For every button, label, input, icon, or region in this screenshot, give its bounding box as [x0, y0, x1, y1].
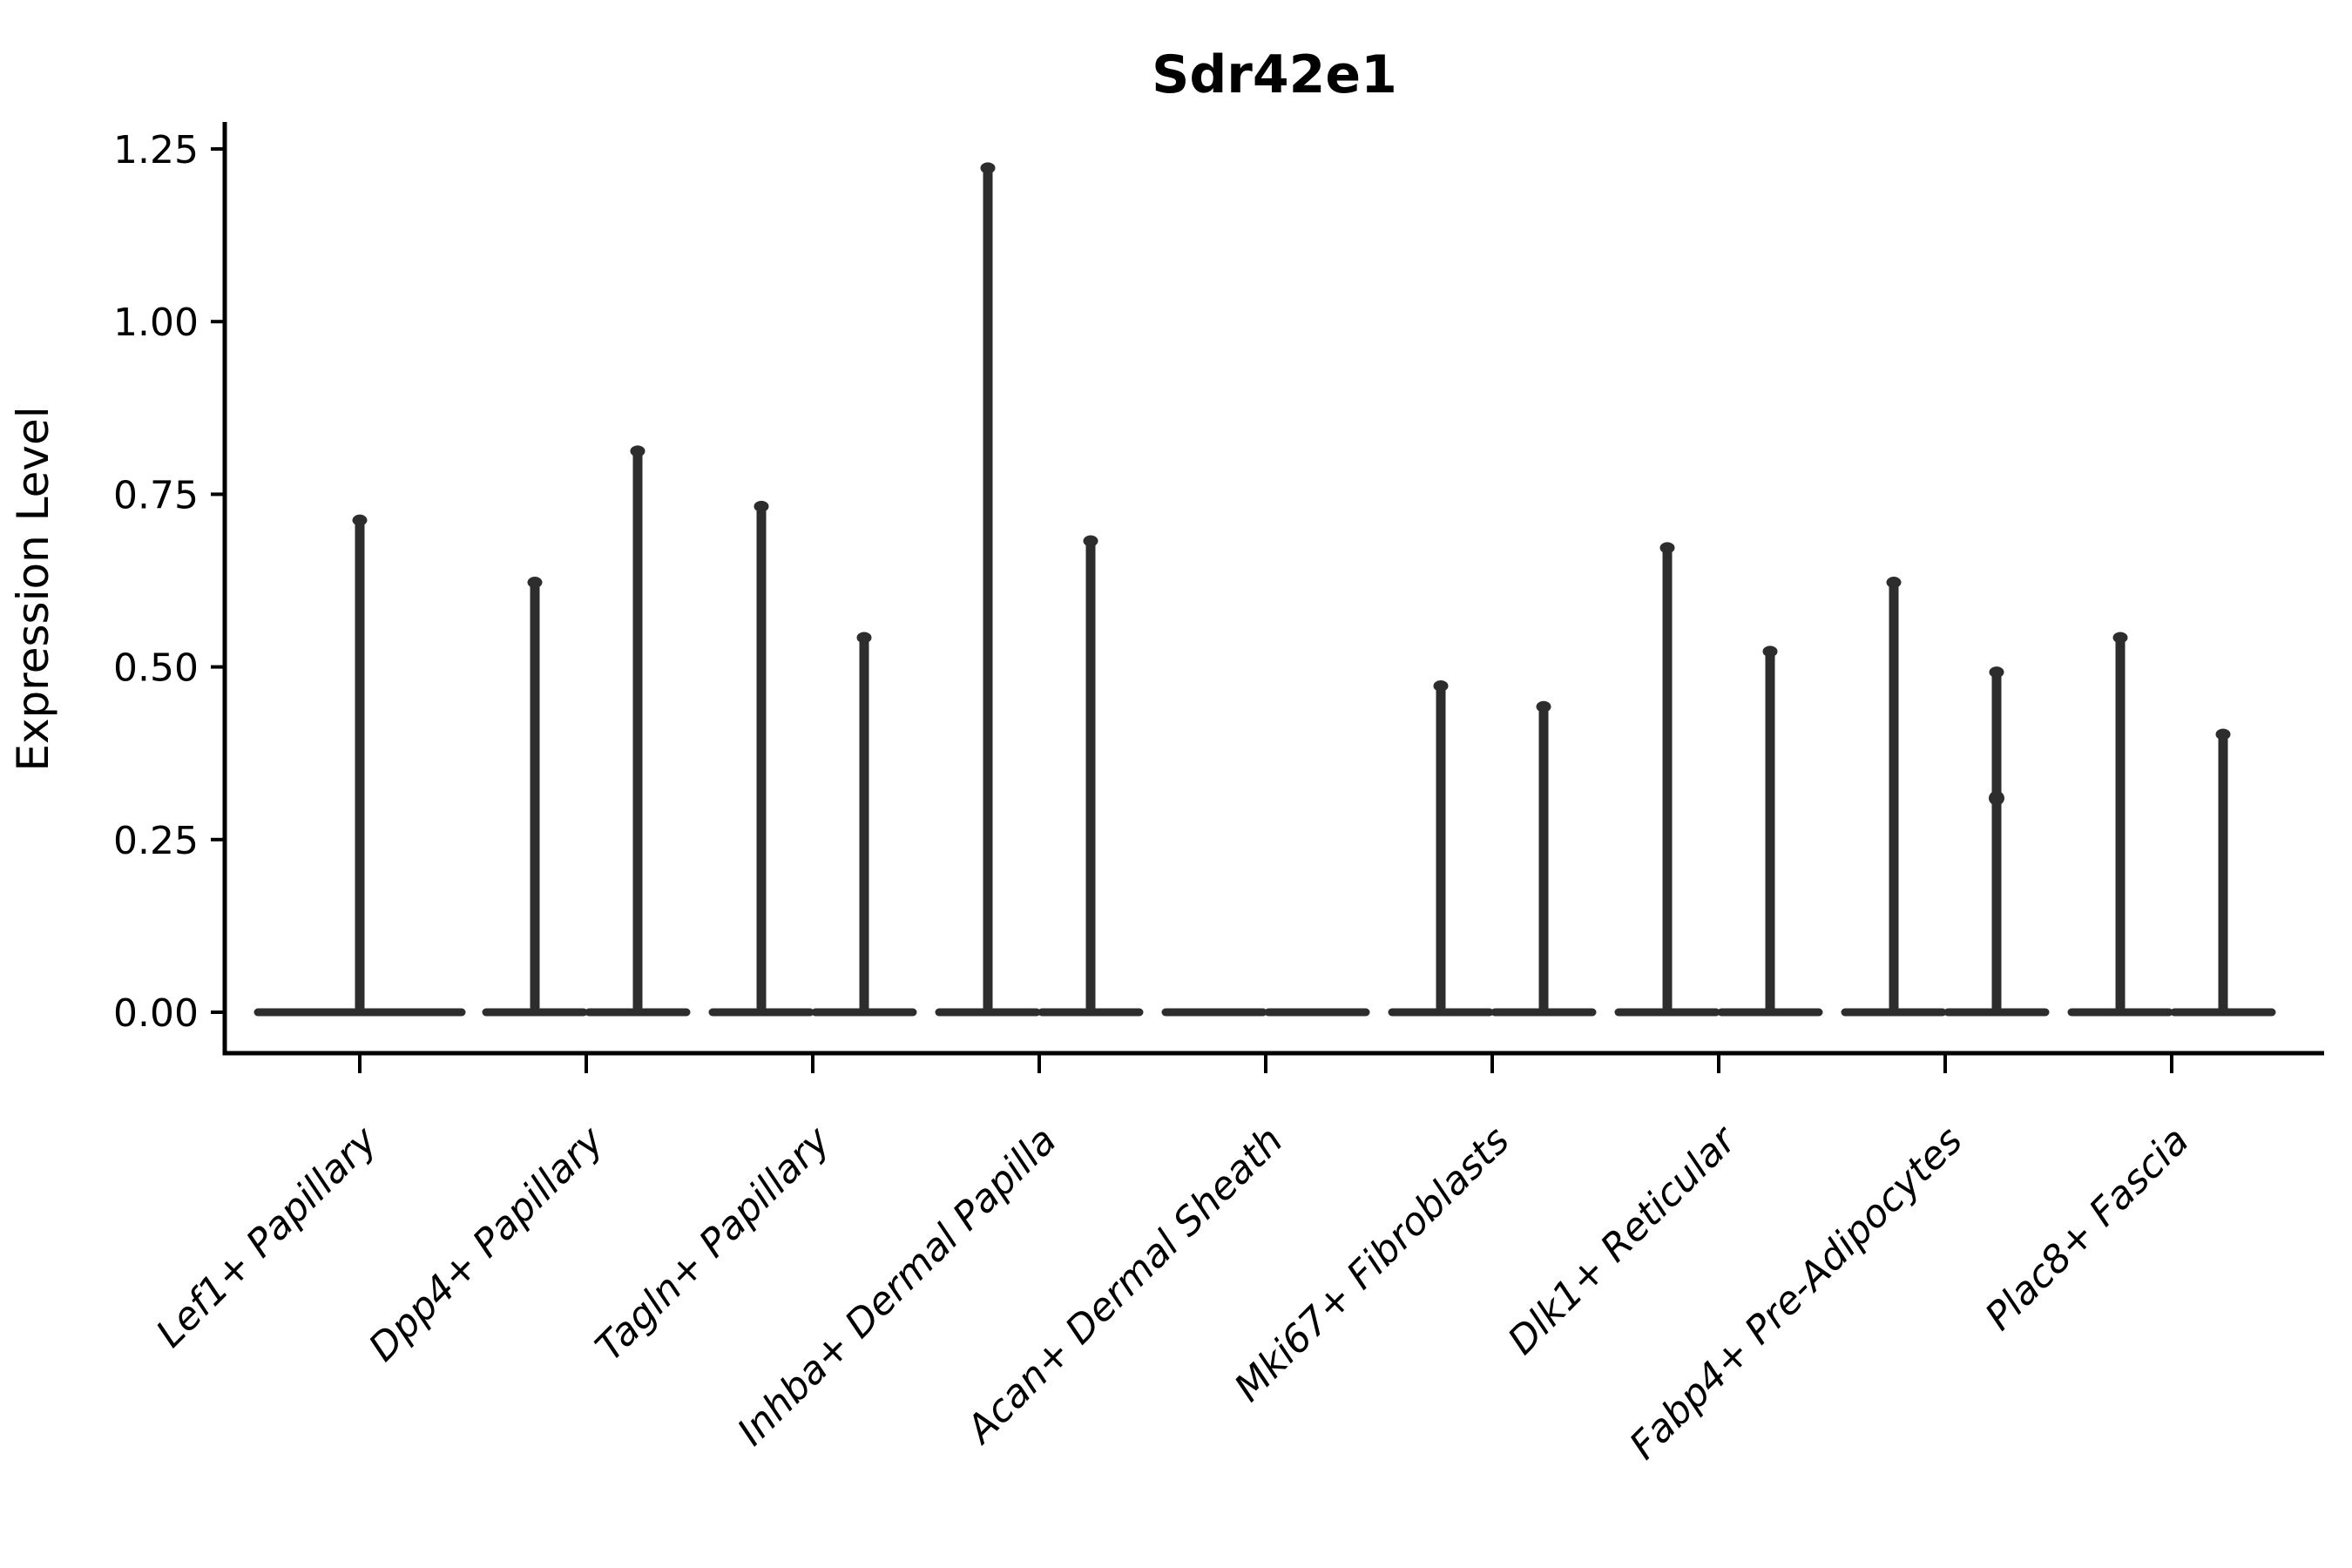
violin-spike: [1085, 535, 1096, 1012]
violin-spike: [1538, 701, 1549, 1012]
violin-spike: [1889, 577, 1899, 1012]
violin-spike-tip: [856, 632, 872, 644]
y-tick-label: 0.25: [113, 819, 199, 863]
violin-spike: [2115, 632, 2126, 1012]
violin-spike: [530, 577, 540, 1012]
violin-spike: [355, 515, 365, 1012]
violin-spike: [1765, 645, 1775, 1012]
violin-spike-tip: [754, 500, 769, 512]
violin-dlk1-reticular: [1614, 542, 1823, 1017]
chart-title: Sdr42e1: [1152, 44, 1397, 105]
violin-spike: [1991, 666, 2002, 1012]
violin-spike-tip: [352, 514, 368, 526]
violins: [253, 162, 2276, 1017]
violin-fabp4-pre-adipocytes: [1841, 577, 2050, 1017]
violin-spike-tip: [1989, 666, 2004, 679]
y-tick-label: 1.25: [113, 128, 199, 172]
x-tick-label-dpp4-papillary: Dpp4+ Papillary: [361, 1118, 613, 1370]
violin-spike: [859, 632, 869, 1012]
violin-density-bump: [1989, 790, 2004, 806]
y-tick-label: 1.00: [113, 301, 199, 345]
axes: [211, 122, 2324, 1073]
violin-base: [1264, 1008, 1370, 1017]
violin-spike-tip: [630, 445, 645, 457]
violin-spike-tip: [527, 577, 543, 589]
violin-plac8-fascia: [2067, 632, 2276, 1017]
violin-spike-tip: [1433, 679, 1449, 692]
x-tick-label-plac8-fascia: Plac8+ Fascia: [1977, 1119, 2197, 1339]
violin-spike-tip: [2112, 632, 2128, 644]
x-tick-label-lef1-papillary: Lef1+ Papillary: [148, 1118, 387, 1356]
violin-base: [1161, 1008, 1267, 1017]
violin-spike-tip: [1886, 577, 1902, 589]
violin-spike: [1662, 542, 1673, 1012]
violin-spike: [983, 162, 993, 1012]
violin-inhba-dermal-papilla: [935, 162, 1144, 1017]
violin-dpp4-papillary: [482, 445, 691, 1017]
x-tick-label-dlk1-reticular: Dlk1+ Reticular: [1499, 1117, 1746, 1363]
violin-spike: [632, 445, 643, 1012]
violin-spike: [1436, 680, 1446, 1012]
violin-spike-tip: [1083, 535, 1098, 547]
violin-spike-tip: [1762, 645, 1778, 658]
violin-spike-tip: [1659, 542, 1675, 554]
violin-spike-tip: [1536, 700, 1551, 713]
y-tick-label: 0.00: [113, 991, 199, 1036]
violin-acan-dermal-sheath: [1161, 1008, 1370, 1017]
violin-spike-tip: [980, 162, 996, 174]
y-tick-label: 0.50: [113, 646, 199, 691]
violin-spike-tip: [2215, 728, 2231, 740]
violin-spike: [2218, 728, 2228, 1012]
y-axis-label: Expression Level: [8, 406, 58, 771]
violin-lef1-papillary: [253, 514, 466, 1017]
x-tick-label-tagln-papillary: Tagln+ Papillary: [587, 1118, 839, 1369]
y-tick-label: 0.75: [113, 473, 199, 517]
violin-mki67-fibroblasts: [1388, 679, 1597, 1017]
violin-tagln-papillary: [708, 500, 917, 1017]
y-tick-labels: 0.00 0.25 0.50 0.75 1.00 1.25: [113, 128, 199, 1036]
violin-spike: [756, 501, 767, 1012]
